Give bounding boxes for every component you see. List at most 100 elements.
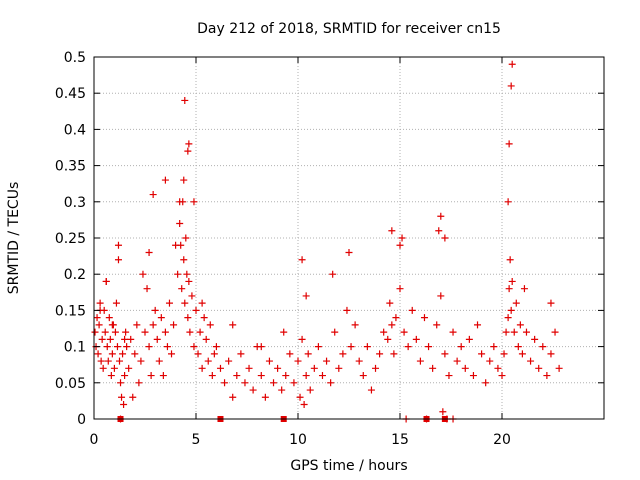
data-point — [120, 401, 128, 409]
data-point — [502, 328, 510, 336]
data-point — [543, 372, 551, 380]
data-point — [141, 328, 149, 336]
data-point — [539, 343, 547, 351]
data-point — [257, 343, 265, 351]
data-point — [177, 241, 185, 249]
data-point — [106, 335, 114, 343]
data-point — [425, 343, 433, 351]
data-point — [505, 140, 513, 148]
data-point — [507, 82, 515, 90]
y-tick-label: 0.25 — [55, 231, 86, 247]
data-point — [149, 321, 157, 329]
data-point — [237, 350, 245, 358]
axis-ticks — [93, 56, 604, 420]
data-point — [153, 335, 161, 343]
data-point — [396, 241, 404, 249]
data-point — [133, 321, 141, 329]
data-point — [388, 321, 396, 329]
data-point — [388, 227, 396, 235]
data-point — [527, 357, 535, 365]
data-point — [114, 241, 122, 249]
data-point — [522, 328, 530, 336]
data-point — [412, 335, 420, 343]
data-point — [116, 357, 123, 365]
y-tick-labels: 0 0.05 0.1 0.15 0.2 0.25 0.3 0.35 0.4 0.45 0.5 — [55, 50, 86, 428]
data-point — [498, 372, 506, 380]
data-point — [161, 328, 169, 336]
data-point — [507, 306, 515, 314]
data-point — [102, 277, 110, 285]
data-point — [143, 285, 151, 293]
data-point — [404, 343, 412, 351]
data-point — [185, 277, 193, 285]
data-point — [445, 372, 453, 380]
data-point — [416, 357, 424, 365]
data-point — [212, 343, 220, 351]
data-point — [486, 357, 494, 365]
data-point — [441, 350, 449, 358]
x-tick-labels: 0 5 10 15 20 — [90, 432, 511, 448]
data-point — [101, 328, 109, 336]
data-point — [343, 306, 351, 314]
data-point — [229, 321, 237, 329]
data-point — [278, 386, 286, 394]
data-point — [282, 372, 290, 380]
data-point — [206, 321, 214, 329]
data-point — [290, 379, 298, 387]
data-point — [314, 343, 322, 351]
data-points — [91, 60, 563, 423]
data-point — [270, 379, 278, 387]
data-point — [376, 350, 384, 358]
data-point — [157, 314, 165, 322]
data-point — [296, 393, 304, 401]
data-point — [113, 343, 121, 351]
data-point — [400, 328, 408, 336]
data-point — [506, 256, 514, 264]
y-tick-label: 0 — [77, 412, 86, 428]
data-point — [435, 227, 443, 235]
data-point — [163, 343, 171, 351]
y-tick-label: 0.45 — [55, 86, 86, 102]
data-point — [225, 357, 233, 365]
data-point — [96, 299, 104, 307]
data-point — [176, 220, 184, 228]
data-point — [183, 270, 191, 278]
data-point — [190, 198, 198, 206]
data-point — [99, 364, 107, 372]
data-point — [204, 357, 212, 365]
data-point — [170, 321, 178, 329]
data-point — [249, 386, 257, 394]
data-point — [135, 379, 143, 387]
data-point — [363, 343, 371, 351]
data-point — [97, 357, 105, 365]
data-point — [300, 401, 308, 409]
data-point — [280, 328, 288, 336]
data-point — [151, 306, 159, 314]
data-point — [398, 234, 406, 242]
data-point — [261, 393, 269, 401]
data-point — [176, 198, 184, 206]
data-point — [508, 277, 516, 285]
data-point — [555, 364, 563, 372]
data-point — [461, 364, 469, 372]
data-point — [347, 343, 355, 351]
data-point — [194, 350, 202, 358]
data-point — [429, 364, 437, 372]
data-point — [159, 372, 167, 380]
data-point — [329, 270, 337, 278]
data-point — [351, 321, 359, 329]
y-tick-label: 0.4 — [64, 122, 86, 138]
data-point — [131, 350, 139, 358]
data-point — [196, 328, 204, 336]
data-point — [125, 364, 133, 372]
data-point — [437, 212, 445, 220]
data-point — [147, 372, 155, 380]
data-point — [298, 335, 306, 343]
data-point — [390, 350, 398, 358]
data-point — [392, 314, 400, 322]
data-point — [339, 350, 347, 358]
data-point — [182, 234, 190, 242]
data-point — [93, 314, 101, 322]
y-tick-label: 0.2 — [64, 267, 86, 283]
